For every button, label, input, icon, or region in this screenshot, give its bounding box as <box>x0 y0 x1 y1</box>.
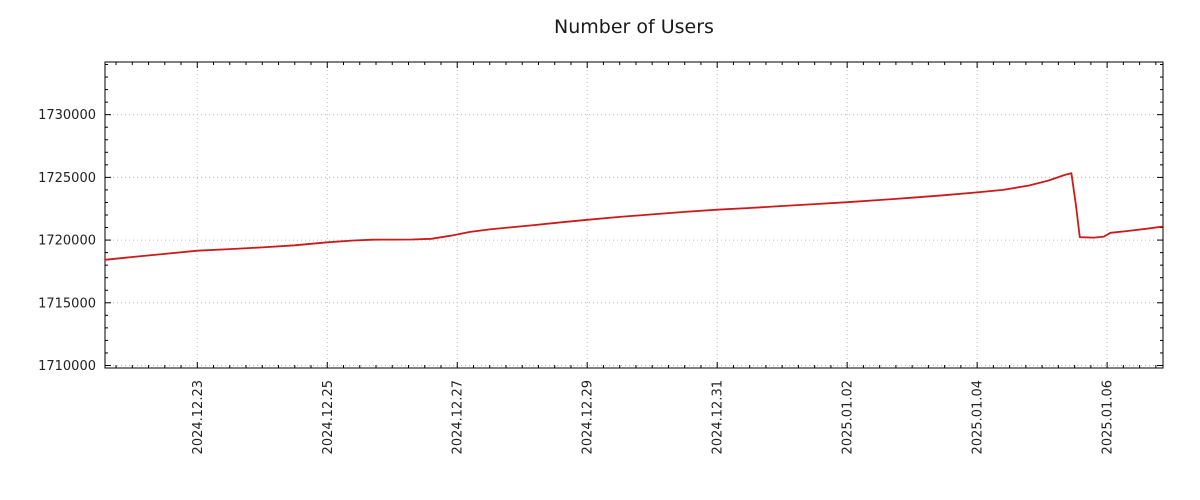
y-tick-label: 1715000 <box>38 296 96 311</box>
y-tick-label: 1720000 <box>38 234 96 249</box>
y-tick-label: 1730000 <box>38 108 96 123</box>
series-line-users <box>104 172 1164 261</box>
chart-title: Number of Users <box>554 16 714 38</box>
x-tick-label: 2025.01.02 <box>841 380 856 454</box>
x-tick-label: 2024.12.29 <box>581 380 596 454</box>
plot-border <box>104 61 1164 369</box>
x-tick-label: 2025.01.04 <box>971 380 986 454</box>
x-tick-label: 2024.12.23 <box>191 380 206 454</box>
x-tick-label: 2024.12.27 <box>451 380 466 454</box>
y-tick-label: 1725000 <box>38 171 96 186</box>
y-tick-label: 1710000 <box>38 359 96 374</box>
x-tick-label: 2025.01.06 <box>1101 380 1116 454</box>
x-tick-label: 2024.12.31 <box>711 380 726 454</box>
x-tick-label: 2024.12.25 <box>321 380 336 454</box>
